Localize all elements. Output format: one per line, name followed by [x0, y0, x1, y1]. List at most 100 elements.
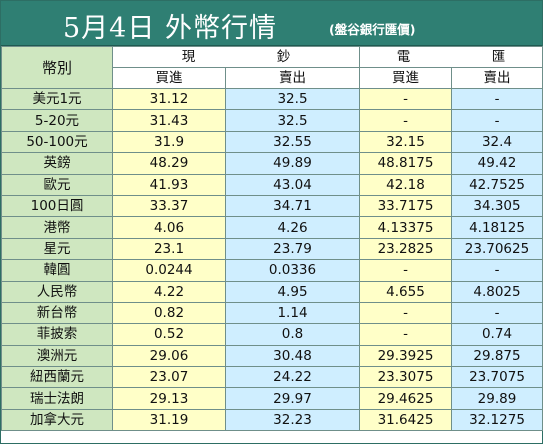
cash-group-label: 現 鈔 — [181, 49, 325, 65]
cash-buy-cell: 4.06 — [112, 216, 226, 239]
table-row: 澳洲元 29.06 30.48 29.3925 29.875 — [1, 344, 543, 368]
cash-sell-cell: 30.48 — [225, 344, 360, 368]
cash-buy-cell: 29.06 — [112, 344, 226, 368]
wire-buy-cell: 48.8175 — [359, 152, 452, 175]
cash-sell-cell: 0.8 — [225, 323, 360, 346]
table-row: 人民幣 4.22 4.95 4.655 4.8025 — [1, 280, 543, 303]
currency-cell: 韓圓 — [1, 259, 113, 282]
cash-sell-cell: 24.22 — [225, 366, 360, 389]
wire-buy-cell: 4.13375 — [359, 216, 452, 239]
cash-buy-cell: 0.0244 — [112, 259, 226, 282]
currency-cell: 加拿大元 — [1, 408, 113, 432]
table-row: 瑞士法朗 29.13 29.97 29.4625 29.89 — [1, 387, 543, 410]
header-row-sub: 買進 賣出 買進 賣出 — [2, 67, 543, 89]
table-row: 美元1元 31.12 32.5- - — [1, 87, 543, 111]
cash-sell-cell: 32.55 — [225, 130, 360, 154]
cash-buy-header: 買進 — [112, 67, 226, 89]
cash-sell-cell: 4.95 — [225, 280, 360, 303]
wire-sell-cell: - — [451, 301, 543, 325]
currency-cell: 美元1元 — [1, 87, 113, 111]
wire-buy-cell: 29.4625 — [359, 387, 452, 410]
table-row: 菲披索 0.52 0.8-0.74 — [1, 323, 543, 346]
wire-sell-cell: 4.18125 — [451, 216, 543, 239]
table-row: 韓圓 0.0244 0.0336- - — [1, 259, 543, 282]
cash-buy-cell: 31.9 — [112, 130, 226, 154]
wire-buy-cell: 29.3925 — [359, 344, 452, 368]
bank-source-label: (盤谷銀行匯價) — [329, 22, 416, 37]
wire-buy-cell: 33.7175 — [359, 194, 452, 218]
table-row: 星元 23.1 23.79 23.2825 23.70625 — [1, 237, 543, 261]
cash-group-header: 現 鈔 — [112, 46, 360, 68]
table-row: 港幣 4.06 4.26 4.13375 4.18125 — [1, 216, 543, 239]
currency-cell: 澳洲元 — [1, 344, 113, 368]
cash-buy-cell: 23.07 — [112, 366, 226, 389]
cash-sell-cell: 43.04 — [225, 173, 360, 196]
wire-sell-cell: - — [451, 87, 543, 111]
cash-buy-cell: 33.37 — [112, 194, 226, 218]
wire-sell-cell: 49.42 — [451, 152, 543, 175]
table-row: 紐西蘭元 23.07 24.22 23.3075 23.7075 — [1, 366, 543, 389]
wire-sell-cell: 0.74 — [451, 323, 543, 346]
currency-cell: 5-20元 — [1, 109, 113, 132]
wire-buy-cell: 4.655 — [359, 280, 452, 303]
cash-buy-cell: 29.13 — [112, 387, 226, 410]
table-row: 歐元 41.93 43.04 42.18 42.7525 — [1, 173, 543, 196]
currency-cell: 50-100元 — [1, 130, 113, 154]
wire-sell-cell: 42.7525 — [451, 173, 543, 196]
wire-buy-cell: - — [359, 109, 452, 132]
currency-column-header: 幣別 — [1, 46, 113, 89]
wire-sell-cell: 23.7075 — [451, 366, 543, 389]
wire-group-label: 電 匯 — [396, 49, 540, 65]
cash-buy-cell: 31.12 — [112, 87, 226, 111]
page-title: 5月4日 外幣行情 — [63, 13, 277, 44]
cash-sell-header: 賣出 — [225, 67, 360, 89]
currency-cell: 紐西蘭元 — [1, 366, 113, 389]
wire-buy-cell: - — [359, 259, 452, 282]
wire-sell-cell: 4.8025 — [451, 280, 543, 303]
cash-buy-cell: 48.29 — [112, 152, 226, 175]
table-row: 英鎊 48.29 49.89 48.8175 49.42 — [1, 152, 543, 175]
wire-buy-cell: 31.6425 — [359, 408, 452, 432]
rates-table: 幣別 現 鈔 電 匯 買進 賣出 買進 賣出 美元1元 31.12 32.5- -5-… — [1, 46, 543, 432]
wire-sell-cell: 23.70625 — [451, 237, 543, 261]
wire-buy-header: 買進 — [359, 67, 452, 89]
table-row: 50-100元 31.9 32.55 32.15 32.4 — [1, 130, 543, 154]
table-row: 新台幣 0.82 1.14- - — [1, 301, 543, 325]
cash-buy-cell: 31.43 — [112, 109, 226, 132]
cash-sell-cell: 32.5 — [225, 109, 360, 132]
title-bar: 5月4日 外幣行情 (盤谷銀行匯價) — [1, 1, 542, 46]
wire-buy-cell: - — [359, 87, 452, 111]
table-row: 加拿大元 31.19 32.23 31.6425 32.1275 — [1, 408, 543, 432]
cash-sell-cell: 49.89 — [225, 152, 360, 175]
wire-buy-cell: - — [359, 301, 452, 325]
header-row-groups: 幣別 現 鈔 電 匯 — [1, 46, 543, 89]
wire-group-header: 電 匯 — [359, 46, 543, 68]
cash-sell-cell: 34.71 — [225, 194, 360, 218]
currency-cell: 新台幣 — [1, 301, 113, 325]
cash-sell-cell: 1.14 — [225, 301, 360, 325]
wire-buy-cell: 23.2825 — [359, 237, 452, 261]
rates-table-body: 美元1元 31.12 32.5- -5-20元 31.43 32.5- -50-100元 31… — [1, 87, 543, 432]
cash-sell-cell: 23.79 — [225, 237, 360, 261]
currency-cell: 菲披索 — [1, 323, 113, 346]
wire-buy-cell: 42.18 — [359, 173, 452, 196]
wire-sell-cell: - — [451, 259, 543, 282]
cash-buy-cell: 0.52 — [112, 323, 226, 346]
cash-sell-cell: 29.97 — [225, 387, 360, 410]
wire-sell-cell: 29.875 — [451, 344, 543, 368]
wire-buy-cell: - — [359, 323, 452, 346]
cash-sell-cell: 32.5 — [225, 87, 360, 111]
wire-buy-cell: 32.15 — [359, 130, 452, 154]
currency-cell: 100日圓 — [1, 194, 113, 218]
table-row: 100日圓 33.37 34.71 33.7175 34.305 — [1, 194, 543, 218]
wire-sell-cell: 34.305 — [451, 194, 543, 218]
wire-sell-header: 賣出 — [451, 67, 543, 89]
wire-buy-cell: 23.3075 — [359, 366, 452, 389]
currency-cell: 歐元 — [1, 173, 113, 196]
cash-buy-cell: 0.82 — [112, 301, 226, 325]
table-row: 5-20元 31.43 32.5- - — [1, 109, 543, 132]
wire-sell-cell: - — [451, 109, 543, 132]
currency-cell: 港幣 — [1, 216, 113, 239]
cash-sell-cell: 32.23 — [225, 408, 360, 432]
